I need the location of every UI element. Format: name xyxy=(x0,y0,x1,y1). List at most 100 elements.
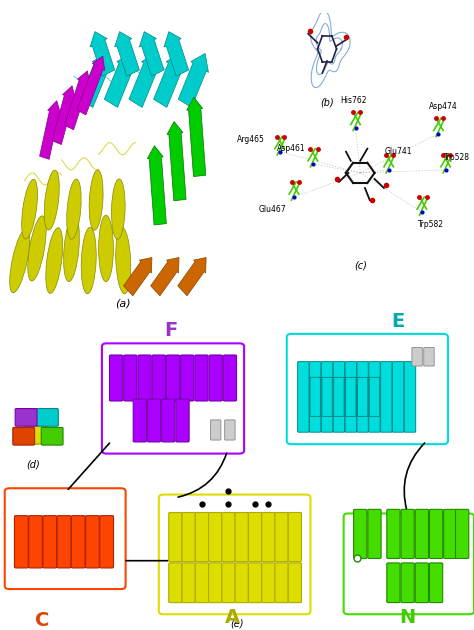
FancyBboxPatch shape xyxy=(387,563,400,602)
Text: Glu467: Glu467 xyxy=(259,205,286,214)
FancyBboxPatch shape xyxy=(262,563,275,602)
FancyArrow shape xyxy=(154,54,184,107)
Text: Asp474: Asp474 xyxy=(429,102,457,111)
FancyBboxPatch shape xyxy=(415,509,428,559)
FancyArrow shape xyxy=(104,54,135,107)
Ellipse shape xyxy=(99,215,113,282)
FancyBboxPatch shape xyxy=(195,563,209,602)
FancyBboxPatch shape xyxy=(369,377,380,416)
FancyBboxPatch shape xyxy=(235,513,248,562)
FancyBboxPatch shape xyxy=(310,377,320,416)
FancyBboxPatch shape xyxy=(100,515,113,568)
Text: (d): (d) xyxy=(26,460,40,470)
Text: (a): (a) xyxy=(116,299,131,309)
FancyArrow shape xyxy=(77,56,105,115)
Ellipse shape xyxy=(44,170,59,230)
Text: Asp461: Asp461 xyxy=(277,144,306,153)
FancyBboxPatch shape xyxy=(166,355,180,401)
FancyBboxPatch shape xyxy=(298,362,309,432)
Text: Glu741: Glu741 xyxy=(384,147,412,156)
FancyBboxPatch shape xyxy=(36,409,58,427)
FancyBboxPatch shape xyxy=(456,509,469,559)
FancyArrow shape xyxy=(40,101,61,159)
FancyArrow shape xyxy=(178,258,206,296)
FancyBboxPatch shape xyxy=(412,348,422,366)
FancyBboxPatch shape xyxy=(147,399,161,442)
FancyBboxPatch shape xyxy=(248,513,262,562)
FancyBboxPatch shape xyxy=(346,377,356,416)
FancyArrow shape xyxy=(187,97,206,176)
FancyBboxPatch shape xyxy=(85,515,99,568)
FancyBboxPatch shape xyxy=(169,563,182,602)
FancyBboxPatch shape xyxy=(14,515,28,568)
FancyArrow shape xyxy=(139,32,164,76)
FancyBboxPatch shape xyxy=(15,409,37,427)
FancyBboxPatch shape xyxy=(401,509,414,559)
FancyBboxPatch shape xyxy=(275,563,288,602)
FancyBboxPatch shape xyxy=(334,377,344,416)
Ellipse shape xyxy=(9,228,30,293)
FancyBboxPatch shape xyxy=(248,563,262,602)
FancyBboxPatch shape xyxy=(235,563,248,602)
FancyBboxPatch shape xyxy=(138,355,151,401)
FancyBboxPatch shape xyxy=(262,513,275,562)
Text: (b): (b) xyxy=(320,97,334,107)
FancyBboxPatch shape xyxy=(209,563,222,602)
FancyBboxPatch shape xyxy=(195,513,209,562)
FancyBboxPatch shape xyxy=(404,362,416,432)
FancyArrow shape xyxy=(80,54,110,107)
FancyBboxPatch shape xyxy=(13,427,35,445)
FancyBboxPatch shape xyxy=(321,362,333,432)
FancyArrow shape xyxy=(178,54,209,107)
FancyArrow shape xyxy=(129,54,159,107)
FancyBboxPatch shape xyxy=(223,355,237,401)
FancyBboxPatch shape xyxy=(357,362,368,432)
FancyBboxPatch shape xyxy=(109,355,123,401)
FancyBboxPatch shape xyxy=(124,355,137,401)
FancyBboxPatch shape xyxy=(333,362,345,432)
Ellipse shape xyxy=(116,227,131,294)
FancyBboxPatch shape xyxy=(275,513,288,562)
FancyArrow shape xyxy=(90,32,115,76)
FancyBboxPatch shape xyxy=(354,509,367,559)
FancyBboxPatch shape xyxy=(209,355,222,401)
FancyArrow shape xyxy=(147,146,166,225)
FancyBboxPatch shape xyxy=(381,362,392,432)
FancyBboxPatch shape xyxy=(152,355,165,401)
FancyBboxPatch shape xyxy=(162,399,175,442)
FancyBboxPatch shape xyxy=(401,563,414,602)
FancyBboxPatch shape xyxy=(71,515,85,568)
Ellipse shape xyxy=(89,170,103,230)
FancyBboxPatch shape xyxy=(310,362,321,432)
FancyBboxPatch shape xyxy=(369,362,380,432)
FancyBboxPatch shape xyxy=(169,513,182,562)
Text: (e): (e) xyxy=(230,619,244,629)
Text: N: N xyxy=(400,608,416,627)
Ellipse shape xyxy=(64,215,79,282)
FancyBboxPatch shape xyxy=(429,509,443,559)
FancyBboxPatch shape xyxy=(182,513,195,562)
Ellipse shape xyxy=(81,227,96,294)
FancyBboxPatch shape xyxy=(288,563,301,602)
FancyBboxPatch shape xyxy=(392,362,404,432)
FancyBboxPatch shape xyxy=(415,563,428,602)
FancyBboxPatch shape xyxy=(424,348,434,366)
Ellipse shape xyxy=(22,180,37,239)
FancyBboxPatch shape xyxy=(181,355,194,401)
Text: Arg465: Arg465 xyxy=(237,135,265,144)
FancyArrow shape xyxy=(52,86,75,144)
FancyBboxPatch shape xyxy=(57,515,71,568)
FancyBboxPatch shape xyxy=(429,563,443,602)
Text: His762: His762 xyxy=(340,96,366,105)
FancyBboxPatch shape xyxy=(209,513,222,562)
FancyArrow shape xyxy=(151,258,179,296)
FancyBboxPatch shape xyxy=(176,399,189,442)
Ellipse shape xyxy=(46,227,63,294)
Ellipse shape xyxy=(111,179,125,239)
FancyBboxPatch shape xyxy=(182,563,195,602)
Text: Trp528: Trp528 xyxy=(445,153,470,163)
Text: C: C xyxy=(36,611,50,630)
FancyBboxPatch shape xyxy=(28,515,42,568)
Text: F: F xyxy=(164,321,177,340)
FancyBboxPatch shape xyxy=(43,515,57,568)
